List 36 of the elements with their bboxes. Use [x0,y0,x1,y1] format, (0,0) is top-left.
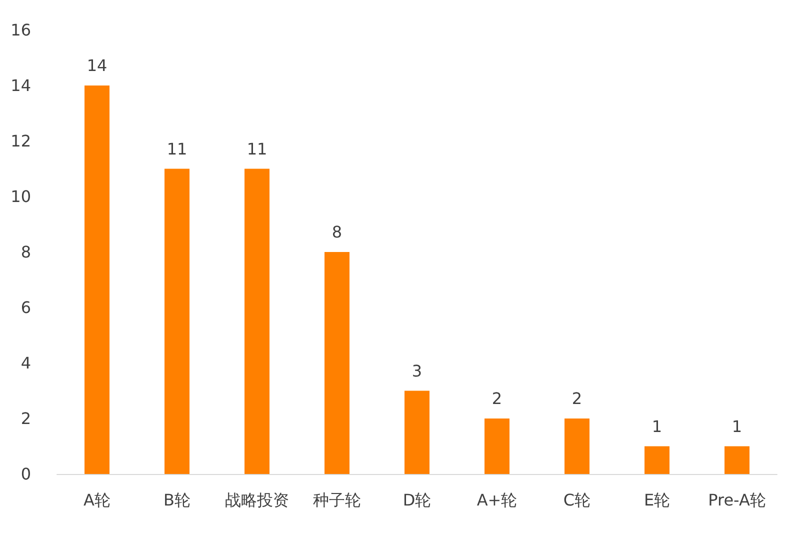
data-label: 11 [246,139,268,158]
y-tick-label: 12 [10,132,31,150]
data-label: 2 [492,389,502,408]
bar [324,252,350,474]
y-tick-label: 4 [20,354,31,372]
y-tick-label: 16 [10,20,31,40]
data-label: 3 [412,361,422,380]
data-label: 11 [166,139,188,158]
y-tick-label: 8 [20,242,31,262]
bar [644,446,670,474]
bar [484,418,510,474]
x-tick-label: 战略投资 [225,490,289,510]
data-label: 1 [652,416,662,436]
y-tick-label: 0 [20,464,31,484]
x-tick-label: D轮 [402,490,432,510]
data-label: 8 [332,222,342,242]
data-label: 1 [732,416,742,436]
x-tick-label: A+轮 [476,490,518,510]
x-tick-label: A轮 [84,490,110,510]
bar [164,168,190,474]
x-tick-label: B轮 [164,490,190,510]
x-tick-label: C轮 [563,490,591,510]
bar [84,86,110,474]
y-tick-label: 14 [10,76,31,95]
x-tick-label: E轮 [644,490,670,510]
y-tick-label: 10 [10,187,31,206]
bar [404,390,430,474]
x-tick-label: Pre-A轮 [708,490,766,510]
y-tick-label: 2 [20,409,31,428]
bar [564,418,590,474]
data-label: 14 [86,56,108,75]
bar [244,168,270,474]
x-tick-label: 种子轮 [313,490,361,510]
y-tick-label: 6 [20,298,31,317]
bar [724,446,750,474]
data-label: 2 [572,389,582,408]
